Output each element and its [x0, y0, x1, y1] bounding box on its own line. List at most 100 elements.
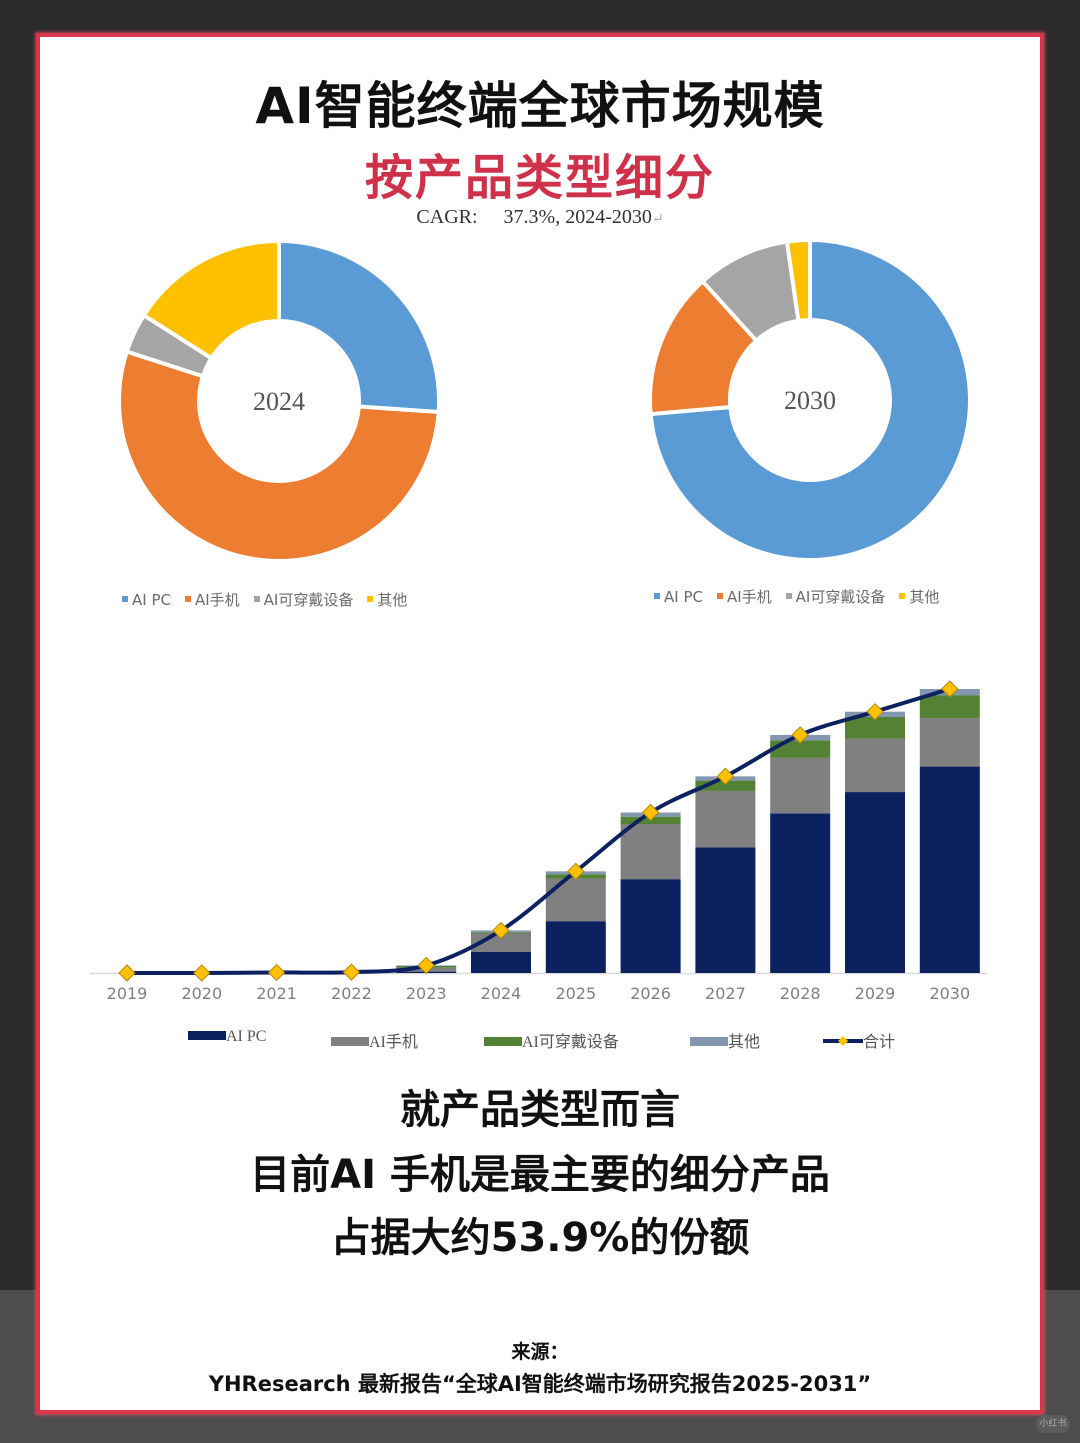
- legend-item: AI可穿戴设备: [253, 589, 354, 610]
- page-title: AI智能终端全球市场规模: [255, 77, 825, 135]
- bar-segment-AI PC: [919, 766, 980, 973]
- x-tick-label: 2029: [855, 984, 896, 1003]
- return-mark-icon: ↵: [651, 212, 664, 227]
- bar-segment-AI PC: [545, 921, 606, 973]
- x-tick-label: 2026: [630, 984, 671, 1003]
- donut-slice-其他: [141, 238, 281, 361]
- legend-label: 其他: [728, 1034, 761, 1051]
- bar-segment-AI可穿戴设备: [770, 740, 831, 758]
- legend-item: AI手机: [716, 586, 772, 607]
- legend-label: AI可穿戴设备: [263, 591, 354, 609]
- bar-segment-AI手机: [545, 878, 606, 922]
- bar-segment-AI可穿戴设备: [695, 780, 756, 791]
- legend-swatch-icon: [484, 1036, 522, 1046]
- legend-item: 其他: [367, 589, 407, 610]
- legend-swatch-icon: [188, 1030, 226, 1040]
- legend-label: AI可穿戴设备: [522, 1034, 619, 1051]
- x-tick-label: 2023: [406, 984, 447, 1003]
- legend-item: AI手机: [331, 1028, 418, 1052]
- donut-legend-2030: AI PC AI手机 AI可穿戴设备 其他: [654, 586, 953, 607]
- bar-chart-legend: AI PC AI手机 AI可穿戴设备 其他 合计: [0, 1028, 1080, 1052]
- legend-label: AI PC: [664, 588, 703, 606]
- bar-segment-AI PC: [471, 951, 531, 973]
- legend-swatch-icon: [785, 592, 792, 599]
- bar-segment-AI PC: [695, 847, 756, 973]
- legend-swatch-icon: [367, 595, 374, 602]
- bar-segment-AI PC: [770, 813, 831, 973]
- legend-label: AI PC: [132, 591, 171, 609]
- cagr-value: 37.3%, 2024-2030: [503, 206, 652, 228]
- legend-swatch-icon: [716, 592, 723, 599]
- legend-label: 其他: [377, 591, 408, 609]
- conclusion-line-1: 就产品类型而言: [400, 1087, 680, 1133]
- bar-segment-AI手机: [919, 718, 980, 767]
- donut-chart-2030: 2030: [648, 237, 972, 562]
- legend-swatch-icon: [184, 595, 191, 602]
- legend-item: 其他: [690, 1028, 760, 1052]
- legend-label: 合计: [863, 1034, 896, 1051]
- x-tick-label: 2020: [181, 984, 222, 1003]
- stacked-bar-chart: 2019 2020 2021 2022 2023 2024 2025 2026 2027 2028…: [90, 680, 987, 1003]
- donut-center-label: 2030: [784, 386, 836, 415]
- diamond-marker-icon: [118, 964, 136, 982]
- legend-swatch-icon: [253, 595, 260, 602]
- watermark-badge: 小红书: [1036, 1415, 1070, 1433]
- x-tick-label: 2030: [929, 984, 970, 1003]
- legend-item: AI PC: [188, 1028, 266, 1046]
- legend-swatch-icon: [690, 1036, 728, 1046]
- bar-segment-AI手机: [845, 738, 905, 793]
- diamond-marker-icon: [417, 956, 435, 975]
- bar-segment-AI手机: [770, 757, 831, 814]
- x-tick-label: 2027: [705, 984, 746, 1003]
- diamond-marker-icon: [791, 726, 809, 744]
- legend-swatch-icon: [654, 592, 660, 599]
- donut-chart-2024: 2024: [117, 238, 441, 563]
- x-tick-label: 2022: [331, 984, 372, 1003]
- donut-slice-AI手机: [117, 349, 441, 563]
- x-tick-label: 2028: [780, 984, 821, 1003]
- legend-swatch-icon: [331, 1036, 369, 1046]
- legend-item: 合计: [823, 1028, 895, 1052]
- bar-segment-AI PC: [620, 879, 681, 973]
- donut-slice-AI PC: [648, 237, 972, 562]
- legend-label: AI手机: [369, 1034, 418, 1051]
- donut-legend-2024: AI PC AI手机 AI可穿戴设备 其他: [122, 589, 421, 610]
- legend-line-marker-icon: [823, 1034, 863, 1048]
- donut-slice-AI手机: [648, 278, 760, 417]
- legend-item: AI PC: [654, 588, 703, 606]
- legend-label: AI PC: [226, 1028, 267, 1045]
- legend-item: AI手机: [184, 589, 240, 610]
- diamond-marker-icon: [267, 963, 286, 982]
- source-text: YHResearch 最新报告“全球AI智能终端市场研究报告2025-2031”: [208, 1372, 872, 1396]
- source-label: 来源：: [511, 1341, 569, 1363]
- diamond-marker-icon: [492, 921, 510, 940]
- bar-segment-AI手机: [695, 790, 756, 848]
- diamond-marker-icon: [567, 862, 585, 881]
- diamond-marker-icon: [716, 767, 735, 786]
- legend-label: 其他: [909, 588, 940, 606]
- x-tick-label: 2021: [256, 984, 297, 1003]
- legend-label: AI手机: [726, 588, 772, 606]
- donut-center-label: 2024: [253, 387, 305, 416]
- bar-segment-AI可穿戴设备: [919, 695, 980, 719]
- cagr-label: CAGR:: [416, 206, 478, 228]
- x-tick-label: 2024: [481, 984, 522, 1003]
- legend-item: AI可穿戴设备: [484, 1028, 619, 1052]
- diamond-marker-icon: [342, 963, 361, 981]
- bar-segment-AI手机: [620, 823, 681, 880]
- page-subtitle: 按产品类型细分: [364, 150, 715, 206]
- conclusion-line-3: 占据大约53.9%的份额: [330, 1215, 750, 1261]
- legend-swatch-icon: [899, 592, 906, 599]
- diamond-marker-icon: [866, 702, 884, 721]
- legend-item: AI PC: [122, 591, 171, 609]
- bar-segment-AI PC: [845, 792, 905, 973]
- conclusion-line-2: 目前AI 手机是最主要的细分产品: [250, 1152, 830, 1198]
- donut-slice-其他: [784, 237, 812, 324]
- legend-label: AI可穿戴设备: [795, 588, 886, 606]
- legend-item: AI可穿戴设备: [785, 586, 886, 607]
- cagr-line: CAGR: 37.3%, 2024-2030↵: [0, 206, 1080, 229]
- x-tick-label: 2025: [555, 984, 596, 1003]
- diamond-marker-icon: [193, 964, 211, 982]
- legend-swatch-icon: [122, 595, 128, 602]
